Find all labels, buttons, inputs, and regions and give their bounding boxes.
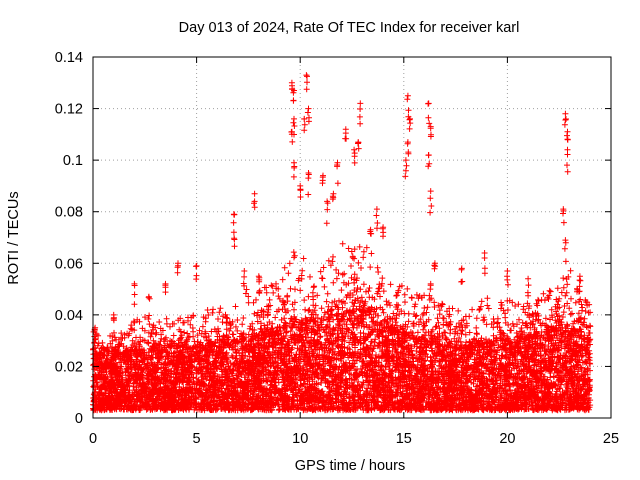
roti-data-points — [90, 72, 594, 414]
x-tick-label: 15 — [396, 431, 412, 447]
y-axis-label: ROTI / TECUs — [6, 191, 22, 284]
y-tick-label: 0.02 — [55, 359, 83, 375]
y-tick-label: 0.14 — [55, 50, 83, 66]
y-tick-label: 0.06 — [55, 256, 83, 272]
x-tick-label: 10 — [292, 431, 308, 447]
y-tick-label: 0.04 — [55, 308, 83, 324]
y-tick-label: 0.1 — [63, 153, 83, 169]
chart-title: Day 013 of 2024, Rate Of TEC Index for r… — [179, 20, 520, 36]
x-axis-label: GPS time / hours — [295, 458, 405, 474]
plot-frame — [92, 56, 612, 419]
x-tick-label: 0 — [89, 431, 97, 447]
y-tick-label: 0 — [75, 411, 83, 427]
plot-border — [92, 56, 612, 419]
y-tick-label: 0.12 — [55, 102, 83, 118]
tick-labels: 0 5 10 15 20 25 0 0.02 0.04 0.06 0.08 0.1 0.12 0.14 — [55, 50, 619, 447]
y-tick-label: 0.08 — [55, 205, 83, 221]
x-tick-label: 25 — [603, 431, 619, 447]
scatter-points — [90, 72, 594, 414]
x-tick-label: 20 — [499, 431, 515, 447]
x-tick-label: 5 — [193, 431, 201, 447]
